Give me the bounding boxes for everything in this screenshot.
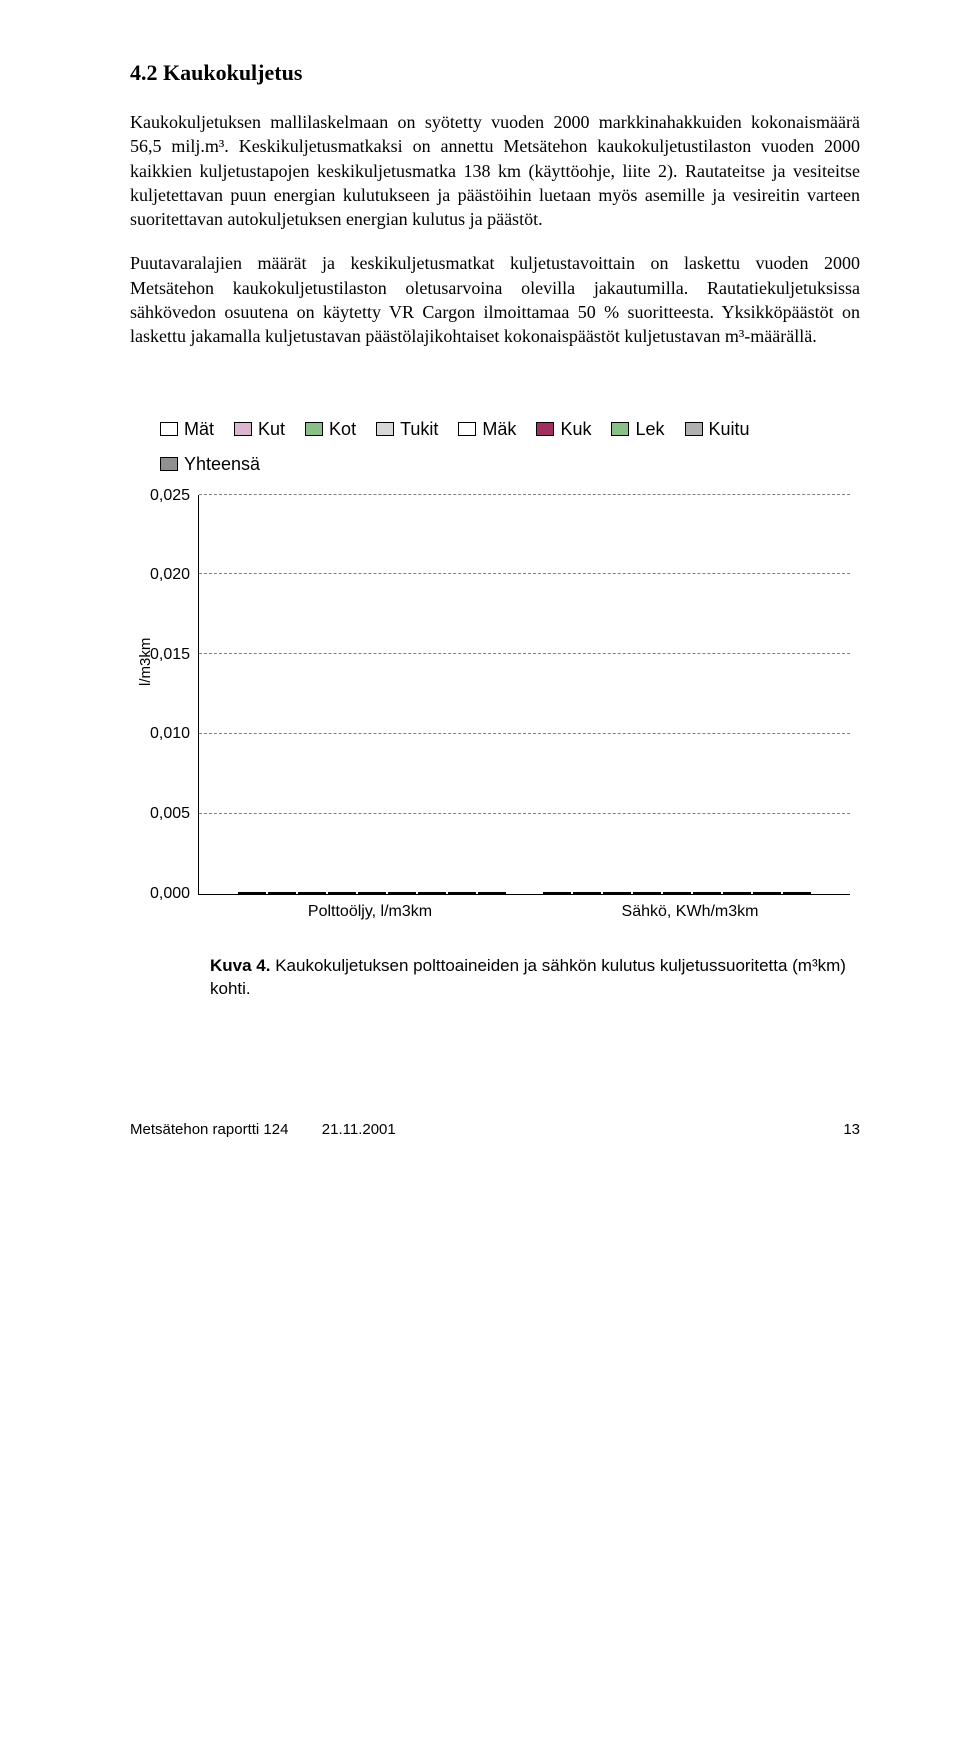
gridline [199,813,850,814]
chart-plot-area: l/m3km [198,495,850,895]
chart-xaxis: Polttoöljy, l/m3kmSähkö, KWh/m3km [210,895,850,921]
gridline [199,653,850,654]
legend-label: Tukit [400,419,438,440]
legend-label: Kuitu [709,419,750,440]
chart-bars-layer [199,495,850,894]
legend-swatch [376,422,394,436]
gridline [199,494,850,495]
ytick-label: 0,005 [150,805,190,823]
legend-swatch [160,422,178,436]
gridline [199,733,850,734]
footer-right: 13 [843,1121,860,1138]
bar [573,892,601,894]
bar [663,892,691,894]
bar [358,892,386,894]
legend-item: Kuk [536,419,591,440]
gridline [199,573,850,574]
legend-label: Kot [329,419,356,440]
bar [783,892,811,894]
footer-left-text: Metsätehon raportti 124 [130,1121,288,1138]
legend-label: Mäk [482,419,516,440]
bar [328,892,356,894]
chart-y-unit-label: l/m3km [137,638,154,686]
footer-mid-text: 21.11.2001 [322,1121,396,1138]
legend-swatch [611,422,629,436]
bar [543,892,571,894]
xlabel: Polttoöljy, l/m3km [210,895,530,921]
ytick-label: 0,020 [150,566,190,584]
bar [418,892,446,894]
chart-legend: Mät Kut Kot Tukit Mäk Kuk Lek Kuitu Yhteensä [160,419,850,475]
legend-swatch [685,422,703,436]
legend-label: Kut [258,419,285,440]
legend-item: Lek [611,419,664,440]
chart-caption: Kuva 4. Kaukokuljetuksen polttoaineiden … [210,955,850,1001]
paragraph-2: Puutavaralajien määrät ja keskikuljetusm… [130,251,860,348]
legend-swatch [305,422,323,436]
bar [298,892,326,894]
chart-plot: 0,0250,0200,0150,0100,0050,000 l/m3km [150,495,850,895]
bar [448,892,476,894]
ytick-label: 0,010 [150,725,190,743]
legend-swatch [458,422,476,436]
legend-swatch [536,422,554,436]
bar-group [525,892,830,894]
caption-rest: Kaukokuljetuksen polttoaineiden ja sähkö… [210,956,846,998]
section-heading: 4.2 Kaukokuljetus [130,60,860,86]
bar [238,892,266,894]
bar-group [219,892,524,894]
ytick-label: 0,015 [150,646,190,664]
ytick-label: 0,000 [150,885,190,903]
legend-label: Mät [184,419,214,440]
paragraph-1: Kaukokuljetuksen mallilaskelmaan on syöt… [130,110,860,231]
legend-swatch [234,422,252,436]
ytick-label: 0,025 [150,487,190,505]
legend-swatch [160,457,178,471]
legend-item: Tukit [376,419,438,440]
bar [268,892,296,894]
legend-item: Yhteensä [160,454,260,475]
chart-container: Mät Kut Kot Tukit Mäk Kuk Lek Kuitu Yhteensä 0,0… [150,419,850,1001]
bar [478,892,506,894]
legend-item: Kot [305,419,356,440]
footer-left: Metsätehon raportti 124 21.11.2001 [130,1121,396,1138]
chart-yaxis: 0,025 0,020 0,015 0,010 0,005 0,000 [150,487,198,903]
legend-label: Yhteensä [184,454,260,475]
legend-label: Lek [635,419,664,440]
legend-item: Mät [160,419,214,440]
bar [693,892,721,894]
legend-item: Kut [234,419,285,440]
bar [388,892,416,894]
bar [603,892,631,894]
page-footer: Metsätehon raportti 124 21.11.2001 13 [130,1121,860,1138]
bar [633,892,661,894]
bar [753,892,781,894]
caption-bold: Kuva 4. [210,956,270,975]
legend-label: Kuk [560,419,591,440]
bar [723,892,751,894]
xlabel: Sähkö, KWh/m3km [530,895,850,921]
legend-item: Mäk [458,419,516,440]
legend-item: Kuitu [685,419,750,440]
